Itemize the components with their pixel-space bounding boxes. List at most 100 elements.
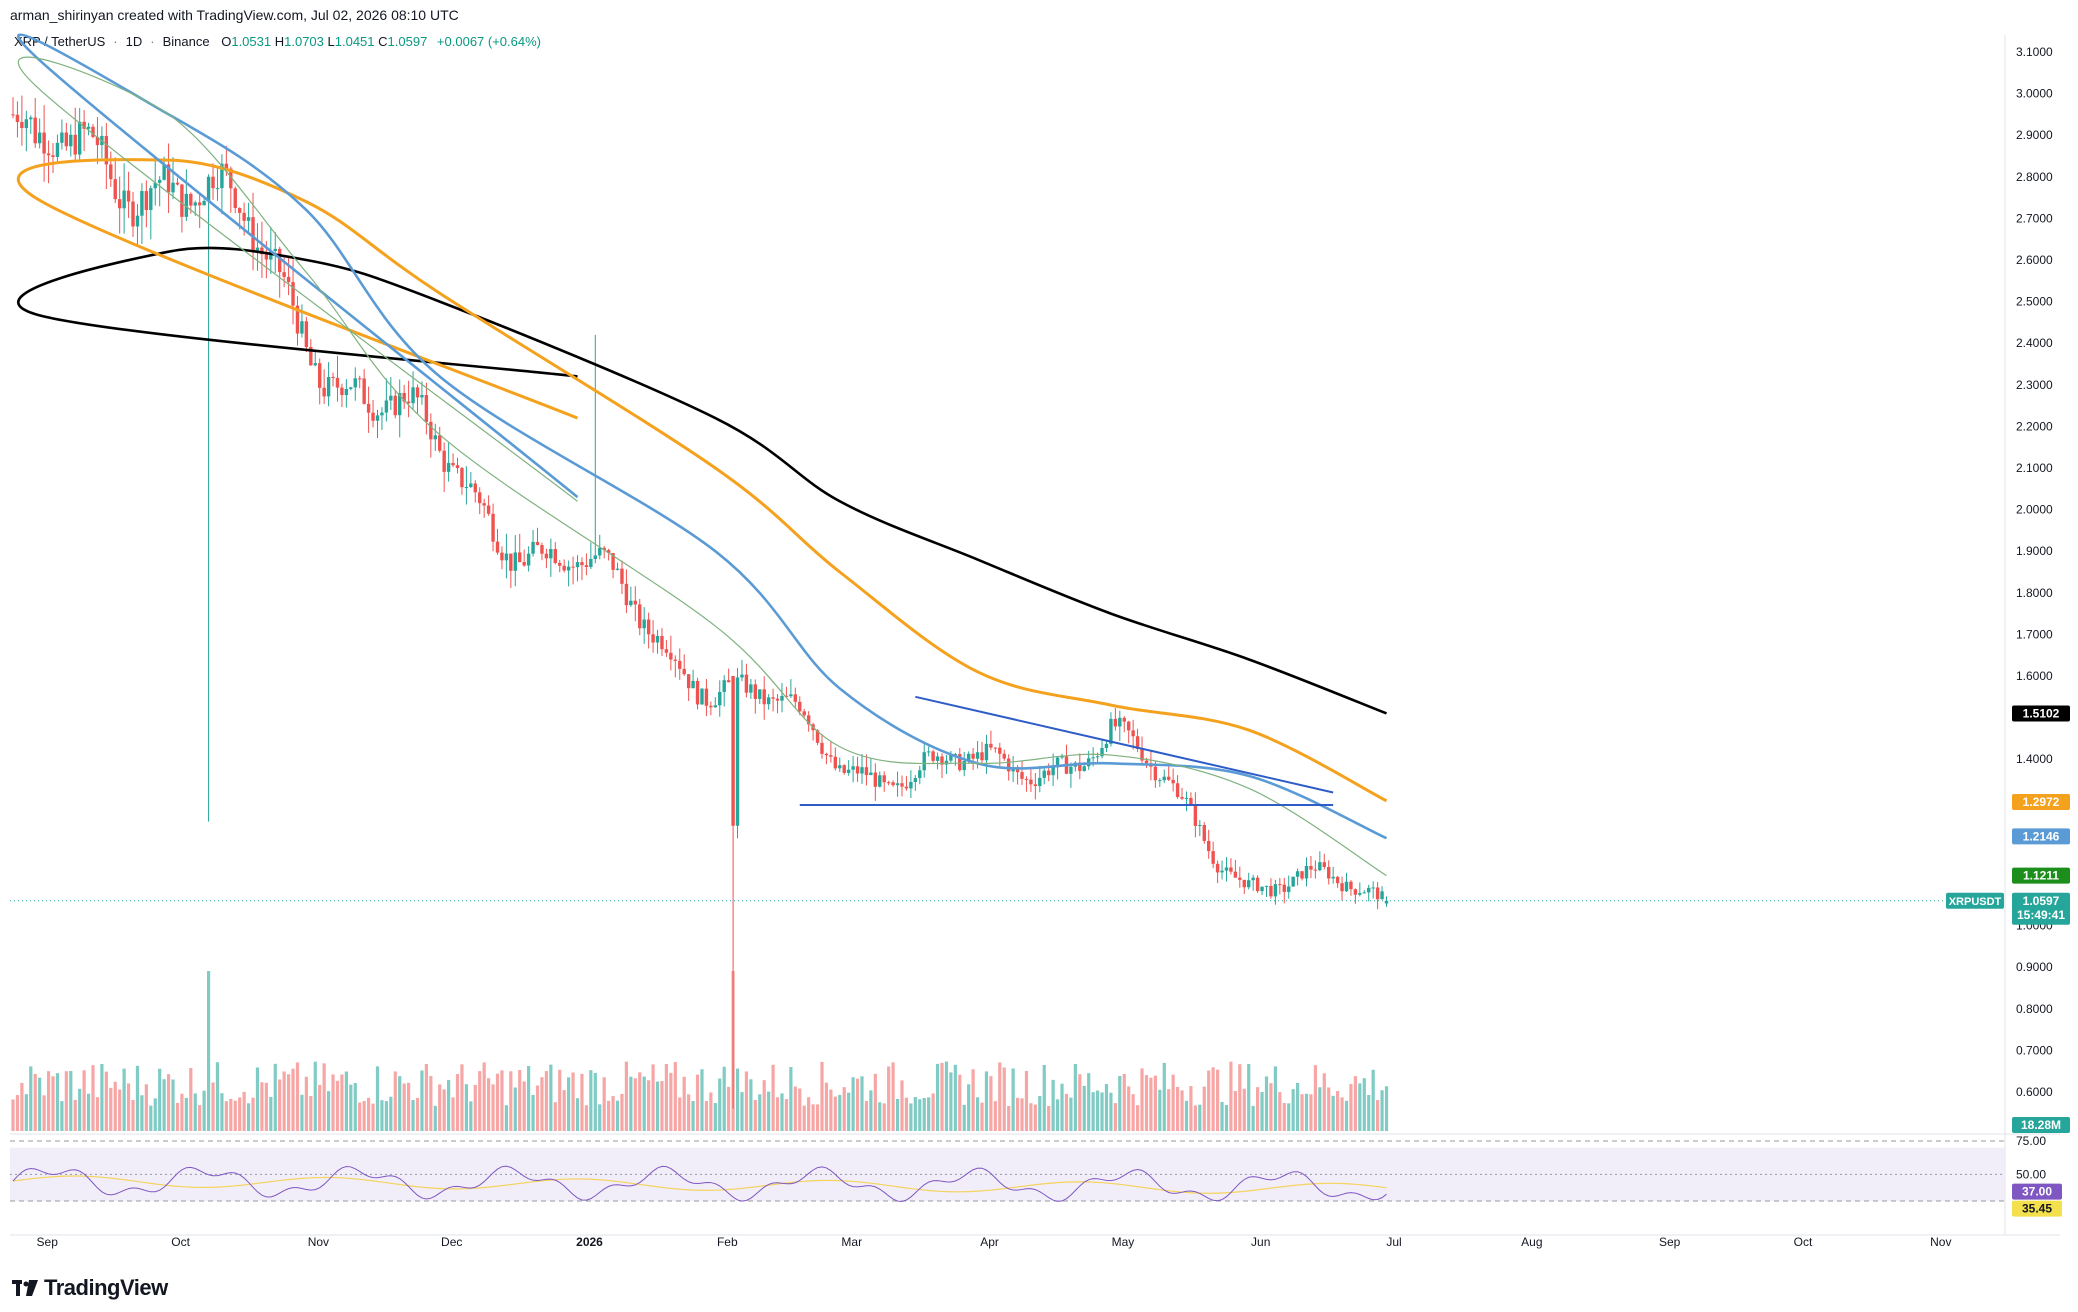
symbol-tag[interactable] <box>1946 892 2004 909</box>
volume-bar <box>55 1073 60 1131</box>
volume-bar <box>780 1093 784 1131</box>
volume-bar <box>202 1090 206 1131</box>
candle-body <box>638 604 642 629</box>
candle-body <box>678 660 682 669</box>
volume-bar <box>838 1094 842 1131</box>
candle-body <box>798 701 802 712</box>
candle-body <box>189 193 193 206</box>
candle-body <box>1358 893 1362 895</box>
volume-bar <box>784 1099 789 1131</box>
volume-bar <box>1167 1089 1171 1131</box>
volume-bar <box>60 1101 64 1131</box>
candle-body <box>1069 766 1073 774</box>
candle-body <box>464 487 469 489</box>
volume-bar <box>1309 1094 1313 1131</box>
volume-bar <box>931 1093 935 1131</box>
volume-bar <box>380 1100 384 1131</box>
volume-bar <box>589 1070 593 1131</box>
candle-body <box>838 765 842 769</box>
candle-body <box>442 450 446 472</box>
candle-body <box>1029 779 1033 785</box>
volume-bar <box>1029 1103 1033 1131</box>
volume-bar <box>442 1089 446 1131</box>
volume-bar <box>802 1105 806 1131</box>
candle-body <box>60 132 64 143</box>
time-tick-label: Jul <box>1386 1235 1401 1249</box>
candle-body <box>802 711 806 716</box>
volume-bar <box>424 1064 428 1131</box>
price-tick-label: 1.6000 <box>2016 669 2053 683</box>
legend-symbol[interactable]: XRP / TetherUS <box>14 34 106 49</box>
candle-body <box>1158 780 1162 782</box>
volume-bar <box>193 1093 197 1131</box>
candle-body <box>184 193 189 217</box>
volume-bar <box>833 1096 837 1131</box>
candle-body <box>402 392 406 402</box>
volume-bar <box>522 1081 526 1131</box>
volume-bar <box>24 1094 28 1131</box>
volume-bar <box>451 1097 455 1131</box>
candle-body <box>1318 862 1322 871</box>
price-tick-label: 2.1000 <box>2016 461 2053 475</box>
volume-bar <box>149 1105 153 1131</box>
candle-body <box>949 754 953 761</box>
candle-body <box>1131 730 1135 737</box>
symbol-legend[interactable]: XRP / TetherUS · 1D · Binance O1.0531 H1.070… <box>14 34 541 49</box>
volume-bar <box>504 1105 508 1131</box>
volume-bar <box>1162 1062 1166 1131</box>
candle-body <box>1220 870 1224 873</box>
price-tick-label: 1.8000 <box>2016 586 2053 600</box>
volume-bar <box>922 1097 926 1131</box>
candle-body <box>224 163 229 169</box>
volume-bar <box>1038 1095 1042 1131</box>
volume-bar <box>1011 1068 1015 1131</box>
volume-bar <box>393 1071 397 1131</box>
price-tick-label: 2.7000 <box>2016 211 2053 225</box>
candle-body <box>1287 886 1291 892</box>
candle-body <box>722 680 726 692</box>
candle-body <box>886 782 891 784</box>
candle-body <box>366 403 371 413</box>
volume-bar <box>273 1063 277 1131</box>
candle-body <box>1020 772 1024 779</box>
candle-body <box>273 248 277 252</box>
candle-body <box>500 552 504 561</box>
candle-body <box>1255 877 1260 892</box>
candle-body <box>1327 866 1331 879</box>
tradingview-logo-icon <box>12 1280 38 1296</box>
chart-caption: arman_shirinyan created with TradingView… <box>10 7 459 23</box>
candle-body <box>744 674 749 693</box>
volume-bar <box>255 1067 260 1131</box>
volume-bar <box>869 1090 873 1131</box>
candle-body <box>1215 863 1220 873</box>
candle-body <box>891 782 895 786</box>
volume-bar <box>211 1082 215 1131</box>
volume-bar <box>1349 1083 1353 1131</box>
candle-body <box>211 176 215 189</box>
volume-bar <box>620 1093 624 1131</box>
descending-trendline[interactable] <box>915 695 1334 794</box>
volume-bar <box>100 1063 104 1131</box>
volume-bar <box>1122 1073 1126 1131</box>
candle-body <box>780 695 784 701</box>
volume-bar <box>1233 1091 1237 1131</box>
volume-bar <box>935 1063 940 1131</box>
candle-body <box>11 114 15 116</box>
volume-bar <box>82 1070 86 1131</box>
candle-body <box>24 119 29 129</box>
volume-bar <box>958 1074 962 1131</box>
candle-body <box>984 743 989 761</box>
volume-bar <box>353 1082 357 1131</box>
volume-bar <box>447 1080 451 1131</box>
legend-interval[interactable]: 1D <box>125 34 143 49</box>
volume-bar <box>984 1071 989 1131</box>
price-tick-label: 0.7000 <box>2016 1043 2053 1057</box>
candle-body <box>149 188 153 210</box>
candle-body <box>784 695 789 697</box>
time-tick-label: Apr <box>980 1235 999 1249</box>
volume-bar <box>1069 1097 1073 1131</box>
candle-body <box>1371 887 1375 889</box>
tradingview-logo[interactable]: TradingView <box>12 1275 168 1301</box>
candle-body <box>349 387 353 390</box>
